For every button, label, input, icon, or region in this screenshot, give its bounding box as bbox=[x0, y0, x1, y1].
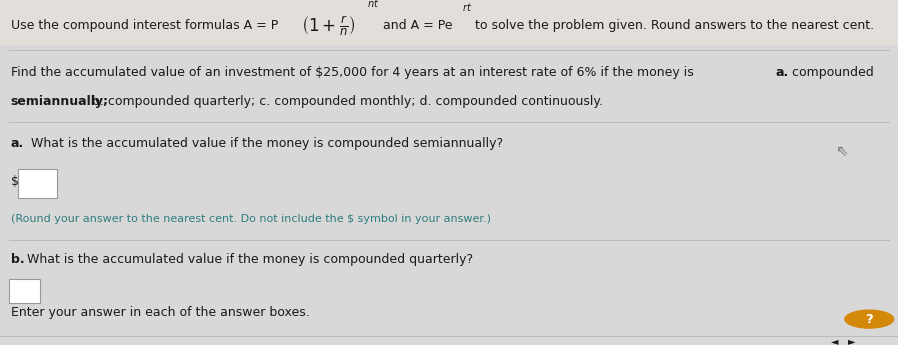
Text: (Round your answer to the nearest cent. Do not include the $ symbol in your answ: (Round your answer to the nearest cent. … bbox=[11, 214, 491, 224]
Text: ?: ? bbox=[866, 313, 873, 326]
Text: b.: b. bbox=[11, 253, 24, 266]
FancyBboxPatch shape bbox=[0, 0, 898, 45]
Text: What is the accumulated value if the money is compounded quarterly?: What is the accumulated value if the mon… bbox=[27, 253, 473, 266]
FancyBboxPatch shape bbox=[9, 279, 40, 303]
Text: ⇖: ⇖ bbox=[836, 144, 849, 159]
Text: $rt$: $rt$ bbox=[462, 1, 472, 13]
FancyBboxPatch shape bbox=[18, 169, 57, 198]
Text: Find the accumulated value of an investment of $25,000 for 4 years at an interes: Find the accumulated value of an investm… bbox=[11, 66, 693, 79]
Text: a.: a. bbox=[11, 137, 24, 150]
Text: and A = Pe: and A = Pe bbox=[383, 19, 453, 32]
Text: a.: a. bbox=[776, 66, 789, 79]
Text: b. compounded quarterly; c. compounded monthly; d. compounded continuously.: b. compounded quarterly; c. compounded m… bbox=[88, 95, 603, 108]
Text: $\left(1+\frac{r}{n}\right)$: $\left(1+\frac{r}{n}\right)$ bbox=[301, 14, 356, 38]
Text: $nt$: $nt$ bbox=[367, 0, 380, 9]
Text: Use the compound interest formulas A = P: Use the compound interest formulas A = P bbox=[11, 19, 278, 32]
Text: Enter your answer in each of the answer boxes.: Enter your answer in each of the answer … bbox=[11, 306, 310, 319]
Text: What is the accumulated value if the money is compounded semiannually?: What is the accumulated value if the mon… bbox=[27, 137, 503, 150]
Text: to solve the problem given. Round answers to the nearest cent.: to solve the problem given. Round answer… bbox=[475, 19, 874, 32]
Text: ►: ► bbox=[848, 337, 855, 345]
Text: compounded: compounded bbox=[788, 66, 874, 79]
Text: ◄: ◄ bbox=[832, 337, 839, 345]
Circle shape bbox=[844, 309, 894, 329]
Text: semiannually;: semiannually; bbox=[11, 95, 109, 108]
Text: $: $ bbox=[11, 175, 19, 188]
